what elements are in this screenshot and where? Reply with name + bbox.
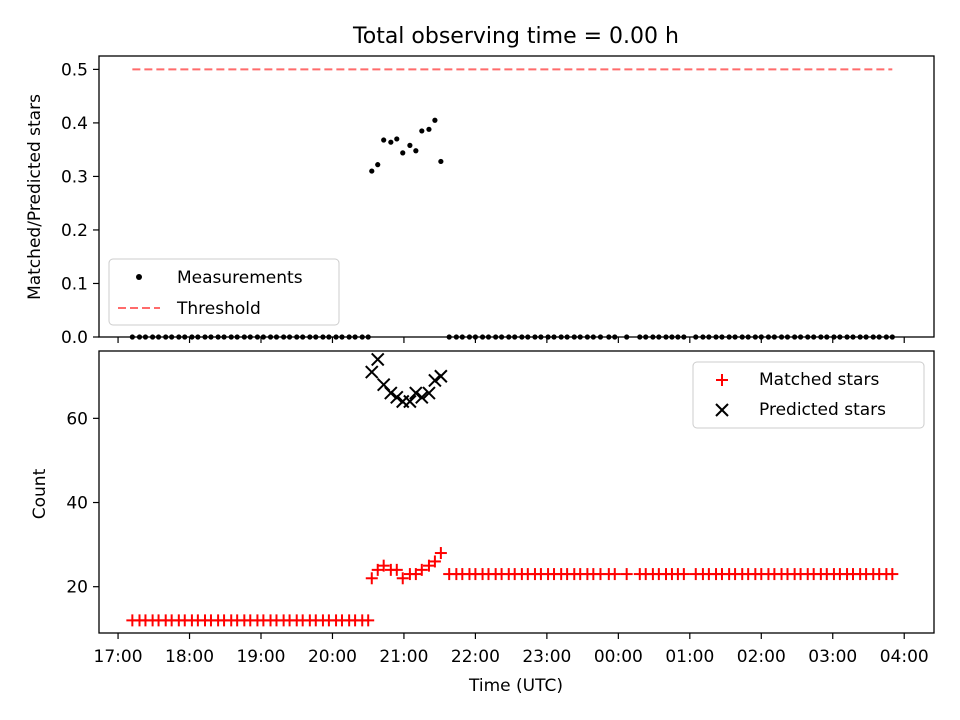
top-y-tick-label: 0.0	[61, 328, 88, 348]
top-y-axis: 0.0 0.1 0.2 0.3 0.4 0.5	[61, 60, 99, 348]
legend-label-predicted-stars: Predicted stars	[759, 400, 886, 420]
x-stroke-b	[365, 365, 379, 379]
measurement-point	[400, 150, 406, 156]
measurement-point	[419, 128, 425, 134]
top-y-tick-label: 0.3	[61, 167, 88, 187]
predicted-stars-point	[371, 352, 385, 367]
matched-stars-point	[620, 568, 633, 581]
measurement-point	[432, 117, 438, 123]
bottom-x-tick-label: 22:00	[451, 647, 500, 667]
measurement-point	[413, 148, 419, 154]
predicted-stars-point	[403, 394, 417, 409]
x-stroke-b	[428, 373, 442, 388]
bottom-x-tick-label: 20:00	[308, 647, 357, 667]
bottom-y-tick-label: 60	[66, 409, 88, 429]
top-legend: Measurements Threshold	[108, 258, 340, 326]
x-stroke-b	[409, 386, 423, 400]
x-stroke-b	[390, 390, 404, 405]
legend-label-threshold: Threshold	[176, 299, 261, 319]
matched-stars-point	[396, 572, 409, 585]
x-stroke-b	[434, 369, 448, 383]
matched-stars-point	[886, 568, 899, 581]
bottom-x-tick-label: 23:00	[522, 647, 571, 667]
measurement-point	[426, 126, 432, 132]
legend-label-measurements: Measurements	[177, 268, 303, 288]
measurement-point	[407, 142, 413, 148]
top-y-axis-label: Matched/Predicted stars	[25, 94, 45, 300]
bottom-legend-box	[692, 361, 925, 429]
top-panel: 0.0 0.1 0.2 0.3 0.4 0.5 Matched/Predicted sta…	[25, 55, 935, 348]
top-y-tick-label: 0.2	[61, 221, 88, 241]
measurement-point	[388, 139, 394, 145]
legend-marker-predicted-stars	[715, 403, 729, 417]
matched-stars-point	[362, 614, 375, 627]
x-stroke-b	[376, 377, 391, 392]
x-stroke-b	[403, 394, 417, 409]
predicted-stars-point	[390, 390, 404, 405]
bottom-x-tick-label: 21:00	[379, 647, 428, 667]
bottom-x-tick-label: 18:00	[165, 647, 214, 667]
bottom-x-tick-label: 03:00	[808, 647, 857, 667]
bottom-x-axis-label: Time (UTC)	[468, 676, 563, 696]
bottom-x-tick-label: 00:00	[594, 647, 643, 667]
bottom-y-axis-label: Count	[30, 468, 50, 519]
bottom-legend: Matched stars Predicted stars	[692, 361, 925, 429]
predicted-stars-point	[428, 373, 442, 388]
top-y-tick-label: 0.4	[61, 114, 88, 134]
matched-stars-point	[390, 563, 403, 576]
x-stroke-b	[415, 390, 429, 405]
x-stroke-b	[422, 386, 436, 400]
predicted-stars-point	[384, 386, 398, 400]
bottom-x-tick-label: 17:00	[94, 647, 143, 667]
top-legend-box	[108, 258, 340, 326]
predicted-stars-point	[409, 386, 423, 400]
bottom-axes-frame	[98, 350, 935, 634]
bottom-y-tick-label: 40	[66, 494, 88, 514]
bottom-plot-area	[126, 352, 899, 627]
x-stroke-b	[384, 386, 398, 400]
legend-label-matched-stars: Matched stars	[759, 370, 879, 390]
bottom-y-tick-label: 20	[66, 578, 88, 598]
matched-stars-point	[377, 559, 390, 572]
chart-title: Total observing time = 0.00 h	[352, 24, 679, 49]
bottom-x-axis: 17:00 18:00 19:00 20:00 21:00 22:00 23:00 00:00…	[94, 633, 929, 667]
measurement-point	[438, 158, 444, 165]
bottom-panel: 20 40 60 17:00 18:00 19:00 20:00 21:00 22:00 23:…	[30, 350, 935, 696]
measurement-point	[394, 136, 400, 142]
legend-marker-matched-stars	[716, 374, 728, 386]
top-y-tick-label: 0.1	[61, 274, 88, 294]
legend-marker-measurements	[136, 274, 142, 280]
matched-stars-point	[434, 547, 447, 560]
bottom-x-tick-label: 01:00	[665, 647, 714, 667]
bottom-x-tick-label: 19:00	[236, 647, 285, 667]
matched-stars-point	[608, 568, 621, 581]
bottom-x-tick-label: 02:00	[737, 647, 786, 667]
measurement-point	[381, 137, 387, 143]
x-stroke-b	[371, 352, 385, 367]
bottom-x-tick-label: 04:00	[880, 647, 929, 667]
predicted-stars-point	[365, 365, 379, 379]
top-x-axis	[117, 337, 905, 343]
top-axes-frame	[98, 55, 935, 338]
matched-stars-point	[415, 563, 428, 576]
top-y-tick-label: 0.5	[61, 60, 88, 80]
matched-stars-point	[677, 568, 690, 581]
predicted-stars-point	[434, 369, 448, 383]
predicted-stars-point	[422, 386, 436, 400]
measurement-point	[369, 168, 375, 174]
predicted-stars-point	[415, 390, 429, 405]
bottom-y-axis: 20 40 60	[66, 409, 99, 598]
matched-stars-point	[428, 555, 441, 568]
measurement-point	[375, 162, 381, 168]
matched-stars-point	[365, 572, 378, 585]
